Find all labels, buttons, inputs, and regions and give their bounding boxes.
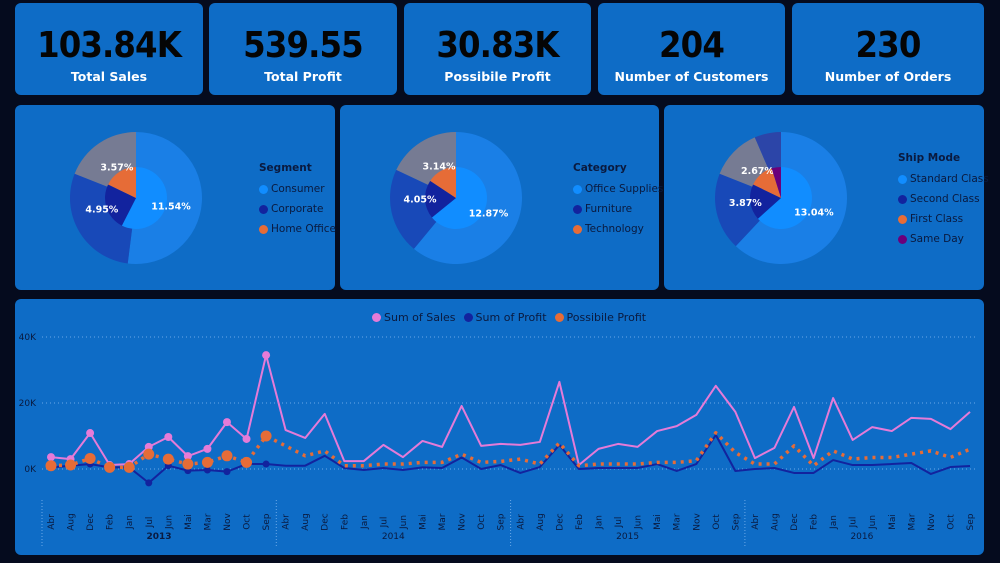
legend-title: Ship Mode (898, 152, 961, 164)
kpi-label: Total Sales (70, 69, 148, 84)
kpi-label: Possibile Profit (444, 69, 551, 84)
legend-item-second-class[interactable]: Second Class (898, 189, 989, 209)
legend-item-first-class[interactable]: First Class (898, 209, 989, 229)
legend-title: Category (573, 162, 627, 174)
sales-profit-line-chart-panel[interactable] (15, 299, 984, 555)
legend-label: Technology (585, 223, 644, 235)
legend-item-standard-class[interactable]: Standard Class (898, 169, 989, 189)
legend-dot-icon (573, 184, 582, 194)
legend-item-same-day[interactable]: Same Day (898, 229, 989, 249)
legend-item-home-office[interactable]: Home Office (259, 219, 336, 239)
legend-item-technology[interactable]: Technology (573, 219, 663, 239)
kpi-value: 103.84K (37, 25, 182, 66)
kpi-total-profit: 539.55 Total Profit (209, 3, 397, 95)
legend-dot-icon (259, 224, 268, 234)
segment-legend: Segment Consumer Corporate Home Office (259, 162, 336, 239)
legend-label: First Class (910, 213, 964, 225)
kpi-possible-profit: 30.83K Possibile Profit (404, 3, 591, 95)
kpi-number-of-orders: 230 Number of Orders (792, 3, 984, 95)
legend-label: Home Office (271, 223, 336, 235)
category-legend: Category Office Supplies Furniture Techn… (573, 162, 663, 239)
kpi-value: 230 (855, 25, 922, 66)
kpi-value: 30.83K (436, 25, 559, 66)
legend-dot-icon (898, 214, 907, 224)
legend-item-sum-of-sales[interactable]: Sum of Sales (372, 311, 456, 324)
legend-item-furniture[interactable]: Furniture (573, 199, 663, 219)
kpi-value: 539.55 (243, 25, 364, 66)
legend-item-office-supplies[interactable]: Office Supplies (573, 179, 663, 199)
legend-dot-icon (898, 174, 907, 184)
legend-label: Second Class (910, 193, 980, 205)
legend-item-corporate[interactable]: Corporate (259, 199, 336, 219)
kpi-total-sales: 103.84K Total Sales (15, 3, 203, 95)
legend-dot-icon (898, 194, 907, 204)
kpi-value: 204 (659, 25, 725, 66)
legend-dot-icon (554, 313, 564, 322)
legend-label: Corporate (271, 203, 324, 215)
legend-dot-icon (259, 184, 268, 194)
legend-label: Sum of Sales (384, 311, 456, 324)
kpi-label: Number of Customers (614, 69, 769, 84)
line-chart-legend: Sum of Sales Sum of Profit Possibile Pro… (372, 311, 646, 324)
legend-dot-icon (573, 204, 582, 214)
legend-dot-icon (573, 224, 582, 234)
legend-label: Office Supplies (585, 183, 664, 195)
legend-label: Possibile Profit (566, 311, 647, 324)
legend-dot-icon (372, 313, 381, 322)
kpi-label: Number of Orders (824, 69, 952, 84)
legend-label: Sum of Profit (475, 311, 547, 324)
legend-item-sum-of-profit[interactable]: Sum of Profit (463, 311, 547, 324)
legend-dot-icon (898, 234, 907, 244)
legend-label: Standard Class (910, 173, 989, 185)
legend-dot-icon (463, 313, 473, 322)
legend-label: Consumer (271, 183, 325, 195)
kpi-number-of-customers: 204 Number of Customers (598, 3, 785, 95)
legend-label: Same Day (910, 233, 964, 245)
ship-mode-legend: Ship Mode Standard Class Second Class Fi… (898, 152, 989, 249)
legend-dot-icon (259, 204, 268, 214)
legend-item-consumer[interactable]: Consumer (259, 179, 336, 199)
legend-title: Segment (259, 162, 312, 174)
legend-label: Furniture (585, 203, 633, 215)
kpi-label: Total Profit (264, 69, 342, 84)
legend-item-possible-profit[interactable]: Possibile Profit (554, 311, 647, 324)
